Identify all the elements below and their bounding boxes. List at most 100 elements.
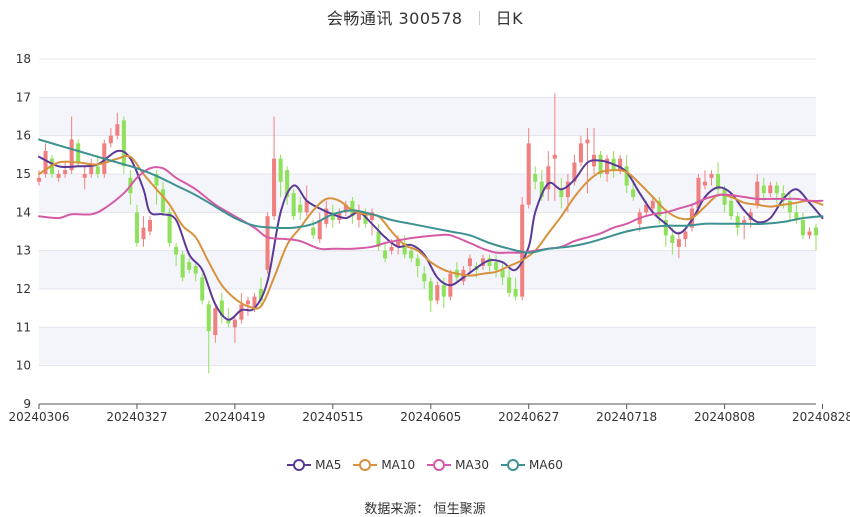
candle-body[interactable] [200,277,205,301]
candle-body[interactable] [565,181,570,197]
candle-body[interactable] [317,220,322,240]
candle-body[interactable] [735,216,740,228]
candle-body[interactable] [605,158,610,174]
candle-body[interactable] [383,250,388,259]
candle-body[interactable] [500,269,505,278]
candle-body[interactable] [285,170,290,197]
legend-item-ma60[interactable]: MA60 [501,458,563,472]
candle-body[interactable] [585,139,590,144]
candle-body[interactable] [520,204,525,297]
legend-item-ma10[interactable]: MA10 [353,458,415,472]
candle-body[interactable] [729,200,734,217]
candle-body[interactable] [422,273,427,282]
candle-body[interactable] [676,239,681,247]
candle-body[interactable] [774,185,779,194]
candle-body[interactable] [683,231,688,240]
candle-body[interactable] [69,139,74,171]
candle-body[interactable] [89,166,94,174]
candle-body[interactable] [226,319,231,324]
candle-body[interactable] [507,277,512,293]
candle-body[interactable] [533,174,538,182]
candle-body[interactable] [161,189,166,213]
candle-body[interactable] [428,281,433,301]
candle-body[interactable] [206,304,211,332]
candle-body[interactable] [232,319,237,328]
candle-body[interactable] [219,300,224,316]
candle-body[interactable] [598,154,603,174]
candle-body[interactable] [180,254,185,278]
candle-body[interactable] [572,162,577,182]
candle-body[interactable] [624,166,629,186]
candle-body[interactable] [807,231,812,236]
candle-body[interactable] [787,200,792,213]
candle-body[interactable] [272,158,277,217]
candle-body[interactable] [800,220,805,236]
candle-body[interactable] [278,158,283,182]
candle-body[interactable] [513,289,518,297]
candle-body[interactable] [376,231,381,247]
candle-body[interactable] [722,189,727,205]
candle-body[interactable] [794,212,799,220]
ma-line-ma10[interactable] [38,154,824,310]
candle-body[interactable] [239,304,244,320]
candle-body[interactable] [187,262,192,270]
candle-body[interactable] [631,189,636,197]
candle-body[interactable] [258,289,264,301]
candle-body[interactable] [252,296,257,309]
candle-body[interactable] [552,154,557,159]
candle-body[interactable] [56,174,61,178]
candle-body[interactable] [350,200,355,217]
candle-body[interactable] [559,189,564,197]
candle-body[interactable] [95,166,100,174]
candle-body[interactable] [396,239,401,247]
candle-body[interactable] [415,258,420,266]
candle-body[interactable] [526,143,531,205]
candle-body[interactable] [441,285,446,297]
candle-body[interactable] [696,177,701,209]
candle-body[interactable] [467,258,472,266]
ma-line-ma30[interactable] [38,166,824,254]
candle-body[interactable] [193,266,198,274]
candle-body[interactable] [265,216,270,270]
candle-body[interactable] [435,285,440,301]
candle-body[interactable] [330,212,335,220]
candle-body[interactable] [154,174,159,186]
candle-body[interactable] [781,193,786,201]
candle-body[interactable] [356,212,361,220]
candle-body[interactable] [657,200,662,217]
candle-body[interactable] [670,235,675,243]
candle-body[interactable] [813,227,819,236]
candle-body[interactable] [618,158,623,171]
candle-body[interactable] [716,174,721,190]
candle-body[interactable] [76,143,81,163]
period-label[interactable]: 日K [495,9,524,28]
candle-body[interactable] [768,185,773,194]
candle-body[interactable] [742,220,747,224]
candle-body[interactable] [494,262,499,270]
candle-body[interactable] [663,220,668,236]
candle-body[interactable] [539,181,544,197]
candle-body[interactable] [761,185,766,194]
candle-body[interactable] [213,308,218,335]
candle-body[interactable] [298,204,303,213]
candle-body[interactable] [409,250,414,259]
candle-body[interactable] [709,174,714,178]
legend-item-ma5[interactable]: MA5 [287,458,341,472]
candle-body[interactable] [43,151,48,174]
ma-line-ma60[interactable] [38,138,824,254]
candle-body[interactable] [578,143,583,163]
candle-body[interactable] [174,246,179,255]
candle-body[interactable] [369,212,375,220]
candle-body[interactable] [702,181,708,186]
candle-body[interactable] [650,200,655,209]
candle-body[interactable] [644,204,649,213]
candle-body[interactable] [546,166,551,190]
candle-body[interactable] [487,258,492,266]
candle-body[interactable] [755,181,760,205]
candle-body[interactable] [402,243,407,255]
candle-body[interactable] [304,200,309,213]
candle-body[interactable] [115,124,120,136]
candle-body[interactable] [63,170,68,174]
candle-body[interactable] [343,204,348,213]
candle-body[interactable] [389,246,394,251]
